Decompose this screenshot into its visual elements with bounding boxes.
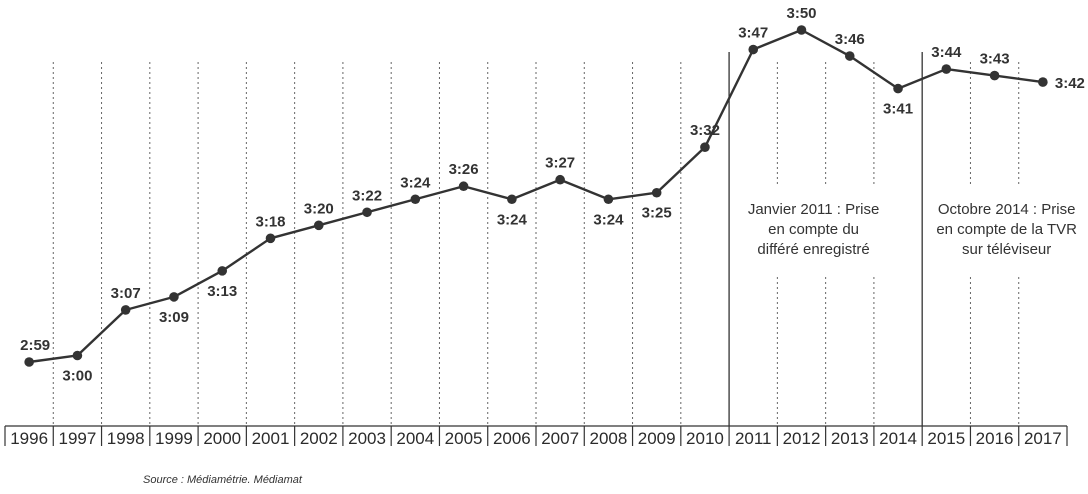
data-point bbox=[941, 64, 952, 74]
x-tick-label: 2012 bbox=[783, 429, 821, 448]
data-label: 3:20 bbox=[304, 200, 334, 217]
x-tick-label: 2014 bbox=[879, 429, 917, 448]
data-point bbox=[24, 357, 34, 367]
x-tick-label: 2006 bbox=[493, 429, 531, 448]
data-label: 3:25 bbox=[642, 205, 672, 222]
x-tick-label: 2005 bbox=[445, 429, 483, 448]
x-tick-label: 2007 bbox=[541, 429, 579, 448]
data-point bbox=[1038, 77, 1048, 87]
data-label: 3:42 bbox=[1055, 75, 1085, 92]
annotations: Janvier 2011 : Prise en compte du différé … bbox=[732, 186, 1088, 274]
data-label: 3:41 bbox=[883, 101, 913, 118]
annotation-text: sur téléviseur bbox=[962, 241, 1051, 258]
data-label: 3:27 bbox=[545, 155, 575, 172]
data-label: 3:47 bbox=[738, 25, 768, 42]
data-label: 3:24 bbox=[593, 211, 624, 228]
x-tick-label: 1998 bbox=[107, 429, 145, 448]
data-label: 3:26 bbox=[449, 161, 479, 178]
x-tick-label: 2017 bbox=[1024, 429, 1062, 448]
data-point bbox=[700, 142, 710, 152]
data-point bbox=[603, 194, 614, 205]
data-label: 3:50 bbox=[786, 5, 816, 22]
annotation-text: en compte de la TVR bbox=[936, 221, 1077, 238]
data-label: 3:09 bbox=[159, 309, 189, 326]
source-note: Source : Médiamétrie. Médiamat bbox=[143, 474, 302, 486]
series-line bbox=[28, 28, 1044, 364]
data-label: 2:59 bbox=[20, 337, 50, 354]
data-label: 3:22 bbox=[352, 187, 382, 204]
data-point bbox=[555, 174, 565, 185]
x-tick-label: 1996 bbox=[10, 429, 48, 448]
data-label: 3:24 bbox=[497, 211, 528, 228]
x-tick-label: 1997 bbox=[58, 429, 96, 448]
annotation-box bbox=[732, 186, 896, 274]
annotation-text: Octobre 2014 : Prise bbox=[938, 201, 1076, 218]
x-axis: 1996 1997 1998 1999 2000 2001 2002 2003 2004 2005… bbox=[4, 425, 1068, 448]
data-label: 3:32 bbox=[690, 122, 720, 139]
x-tick-label: 2000 bbox=[203, 429, 241, 448]
annotation-text: Janvier 2011 : Prise bbox=[748, 201, 879, 218]
data-point bbox=[844, 51, 855, 61]
annotation-text: en compte du bbox=[768, 221, 859, 238]
annotation-text: différé enregistré bbox=[757, 241, 869, 258]
data-label: 3:43 bbox=[980, 51, 1010, 68]
data-point bbox=[313, 220, 324, 231]
x-tick-label: 2013 bbox=[831, 429, 869, 448]
data-point bbox=[507, 194, 517, 205]
data-label: 3:13 bbox=[207, 283, 237, 300]
x-tick-label: 2009 bbox=[638, 429, 676, 448]
x-tick-label: 1999 bbox=[155, 429, 193, 448]
data-label: 3:00 bbox=[62, 367, 92, 384]
data-label: 3:46 bbox=[835, 31, 865, 48]
data-label: 3:18 bbox=[255, 213, 285, 230]
x-tick-label: 2004 bbox=[396, 429, 434, 448]
data-point bbox=[72, 350, 83, 361]
x-tick-label: 2002 bbox=[300, 429, 338, 448]
x-tick-label: 2010 bbox=[686, 429, 724, 448]
x-tick-label: 2008 bbox=[589, 429, 627, 448]
x-tick-label: 2011 bbox=[735, 429, 772, 448]
data-point bbox=[651, 187, 662, 198]
series-line-group: 2:59 3:00 3:07 3:09 3:13 3:18 3:20 3:22 3:24 3:26… bbox=[20, 5, 1085, 384]
data-point bbox=[265, 233, 276, 244]
x-tick-label: 2003 bbox=[348, 429, 386, 448]
x-tick-label: 2015 bbox=[927, 429, 965, 448]
data-label: 3:24 bbox=[400, 174, 431, 191]
x-tick-label: 2016 bbox=[976, 429, 1014, 448]
data-point bbox=[120, 305, 131, 315]
data-label: 3:07 bbox=[111, 285, 141, 302]
data-point bbox=[362, 207, 372, 218]
data-label: 3:44 bbox=[931, 44, 962, 61]
data-point bbox=[796, 25, 807, 35]
x-tick-label: 2001 bbox=[252, 429, 290, 448]
data-point bbox=[217, 266, 228, 276]
data-point bbox=[893, 83, 903, 94]
event-markers bbox=[728, 52, 923, 426]
data-point bbox=[458, 181, 469, 192]
data-point bbox=[748, 44, 759, 55]
annotation-box bbox=[925, 186, 1088, 274]
data-point bbox=[169, 292, 179, 302]
data-point bbox=[410, 194, 421, 205]
data-point bbox=[989, 70, 1000, 81]
